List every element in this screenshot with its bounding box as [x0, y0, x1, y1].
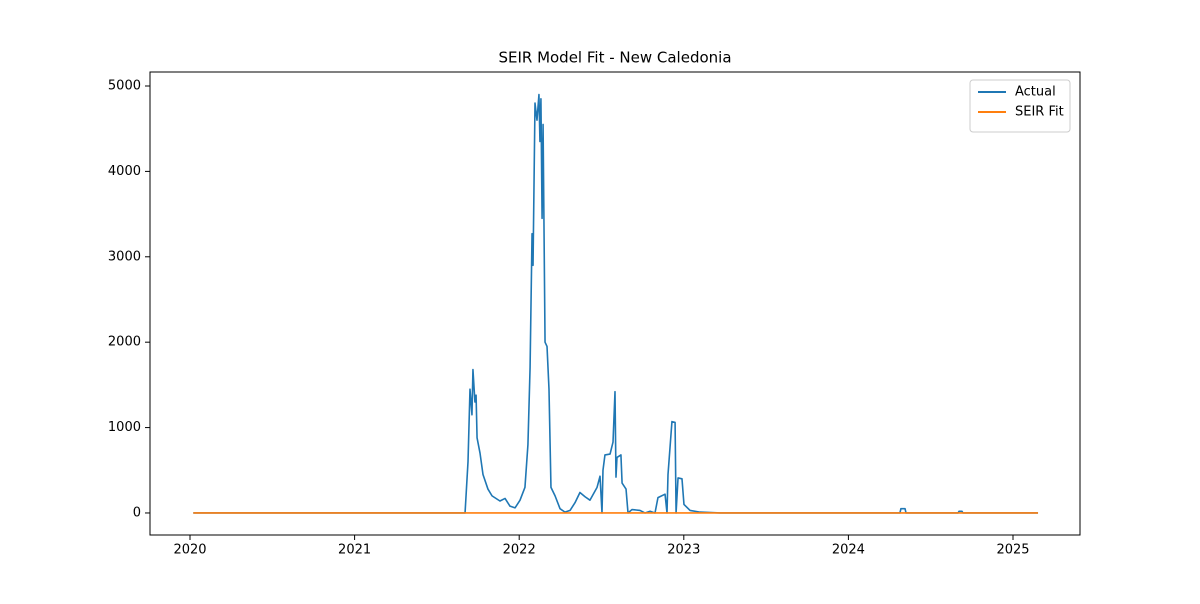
- legend-label: Actual: [1015, 85, 1056, 100]
- x-tick-label: 2020: [173, 543, 206, 558]
- y-tick-label: 1000: [108, 420, 141, 435]
- y-tick-label: 0: [133, 505, 141, 520]
- x-tick-label: 2025: [996, 543, 1029, 558]
- series-line: [193, 93, 1039, 514]
- x-tick-label: 2024: [832, 543, 865, 558]
- x-tick-label: 2023: [667, 543, 700, 558]
- legend-label: SEIR Fit: [1015, 105, 1064, 120]
- x-tick-label: 2022: [503, 543, 536, 558]
- y-tick-label: 2000: [108, 335, 141, 350]
- y-tick-label: 5000: [108, 79, 141, 94]
- chart-title: SEIR Model Fit - New Caledonia: [498, 49, 731, 67]
- plot-frame: [149, 71, 1081, 536]
- x-tick-label: 2021: [338, 543, 371, 558]
- y-tick-label: 4000: [108, 164, 141, 179]
- y-tick-label: 3000: [108, 249, 141, 264]
